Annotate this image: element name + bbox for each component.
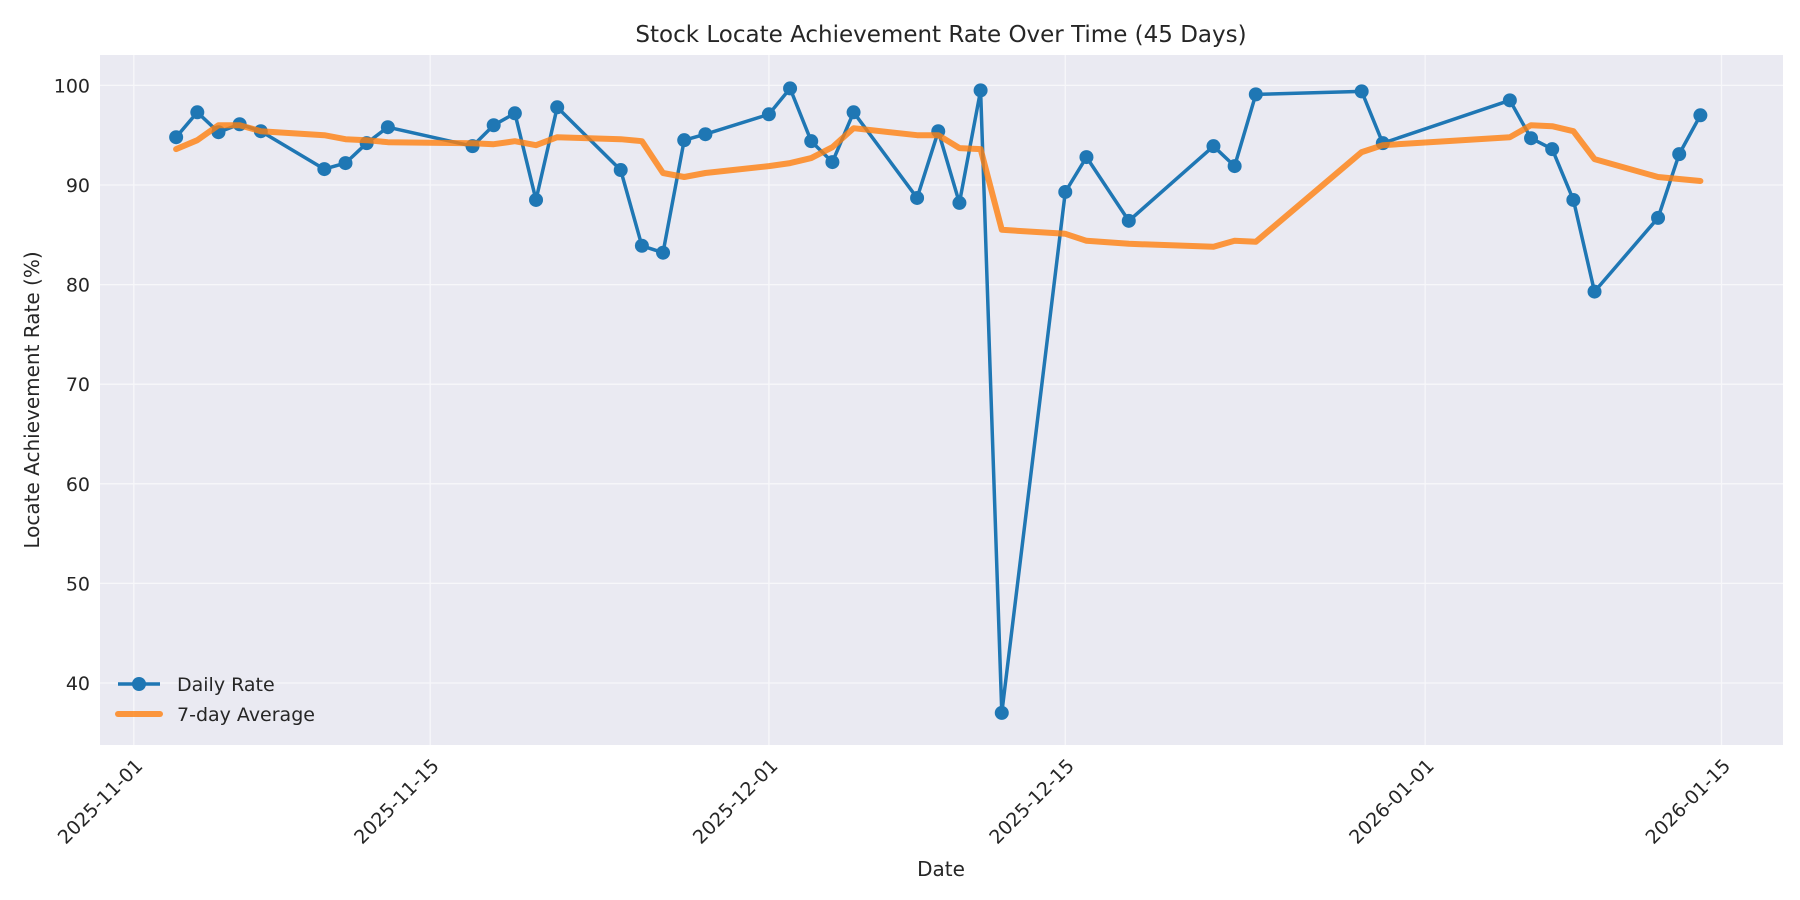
daily-rate-point [317,162,332,177]
daily-rate-point [825,155,840,170]
y-axis-ticks: 40 50 60 70 80 90 100 [54,75,90,695]
daily-rate-point [973,83,988,98]
daily-rate-point [1206,139,1221,154]
x-tick-label: 2025-12-01 [689,755,783,849]
daily-rate-point [804,134,819,149]
daily-rate-point [1248,87,1263,102]
seven-day-average-line [173,122,1704,250]
daily-rate-point [1058,184,1073,199]
daily-rate-point [1587,284,1602,299]
x-tick-label: 2026-01-01 [1345,755,1439,849]
legend-item-7day-average: 7-day Average [115,704,315,726]
x-tick-label: 2025-12-15 [985,755,1079,849]
daily-rate-point [338,156,353,171]
daily-rate-point [1545,142,1560,157]
y-tick-label: 100 [54,75,90,97]
daily-rate-point [656,245,671,260]
legend: Daily Rate 7-day Average [115,674,315,726]
grid-lines [100,55,1783,745]
plot-area [100,55,1783,745]
legend-label-7day-average: 7-day Average [177,704,315,726]
daily-rate-point [677,133,692,148]
legend-item-daily-rate: Daily Rate [118,674,275,696]
chart-title: Stock Locate Achievement Rate Over Time … [635,22,1246,48]
legend-daily-marker-icon [132,677,146,691]
daily-rate-point [507,106,522,121]
daily-rate-point [634,238,649,253]
daily-rate-point [1502,93,1517,108]
daily-rate-point [1566,192,1581,207]
y-tick-label: 50 [66,573,90,595]
daily-rate-point [529,192,544,207]
daily-rate-point [1651,210,1666,225]
y-tick-label: 70 [66,374,90,396]
x-tick-label: 2025-11-15 [350,755,444,849]
daily-rate-point [1227,159,1242,174]
daily-rate-point [380,120,395,135]
daily-rate-point [1354,84,1369,99]
y-tick-label: 90 [66,175,90,197]
daily-rate-point [761,107,776,122]
series-layer [169,81,1708,720]
daily-rate-point [486,118,501,133]
x-axis-label: Date [917,857,965,881]
daily-rate-point [846,105,861,120]
y-tick-label: 40 [66,673,90,695]
daily-rate-point [1079,150,1094,165]
daily-rate-point [1121,213,1136,228]
x-tick-label: 2025-11-01 [54,755,148,849]
y-axis-label: Locate Achievement Rate (%) [20,251,44,548]
daily-rate-point [910,190,925,205]
daily-rate-point [994,705,1009,720]
daily-rate-point [952,195,967,210]
daily-rate-point [550,100,565,115]
daily-rate-point [1672,147,1687,162]
daily-rate-point [190,105,205,120]
legend-label-daily-rate: Daily Rate [177,674,275,696]
y-tick-label: 60 [66,474,90,496]
daily-rate-point [1524,131,1539,146]
daily-rate-point [1693,108,1708,123]
daily-rate-point [783,81,798,96]
y-tick-label: 80 [66,275,90,297]
x-tick-label: 2026-01-15 [1641,755,1735,849]
daily-rate-point [169,130,184,145]
x-axis-ticks: 2025-11-01 2025-11-15 2025-12-01 2025-12-15… [54,755,1735,849]
daily-rate-point [613,163,628,178]
daily-rate-point [698,127,713,142]
